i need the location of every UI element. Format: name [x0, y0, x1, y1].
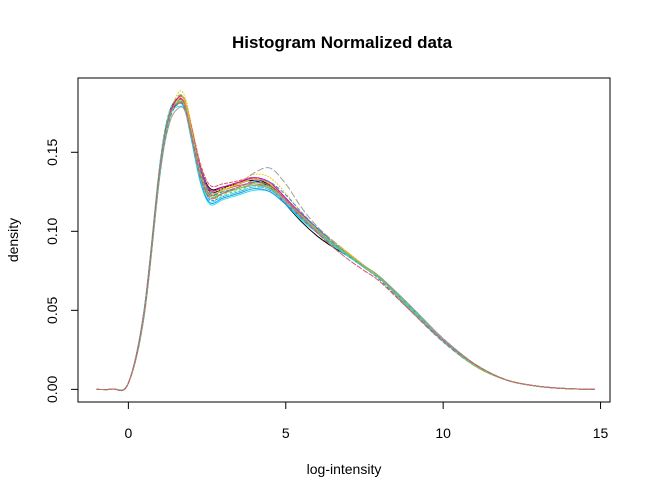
density-curves	[96, 90, 595, 392]
density-curve-15	[96, 96, 595, 391]
x-tick-label: 15	[593, 425, 609, 441]
density-curve-17	[96, 101, 595, 391]
y-tick-label: 0.15	[44, 138, 60, 165]
density-curve-14	[96, 95, 595, 391]
x-tick-label: 5	[282, 425, 290, 441]
chart-title: Histogram Normalized data	[232, 33, 453, 52]
y-tick-label: 0.05	[44, 296, 60, 323]
density-curve-4	[96, 94, 595, 391]
density-curve-3	[96, 98, 595, 391]
y-axis-label: density	[5, 218, 21, 262]
density-curve-18	[96, 100, 595, 391]
y-tick-label: 0.00	[44, 376, 60, 403]
x-tick-label: 0	[124, 425, 132, 441]
density-curve-12	[96, 102, 595, 391]
density-curve-5	[96, 100, 595, 391]
x-axis: 0 5 10 15	[124, 401, 609, 441]
density-curve-2	[96, 97, 595, 392]
density-curve-9	[96, 94, 595, 391]
density-curve-16	[96, 106, 595, 391]
y-tick-label: 0.10	[44, 217, 60, 244]
density-curve-6	[96, 105, 595, 392]
y-axis: 0.00 0.05 0.10 0.15	[44, 138, 79, 403]
density-curve-8	[96, 90, 595, 391]
plot-area-border	[77, 77, 611, 403]
density-curve-7	[96, 97, 595, 391]
x-tick-label: 10	[435, 425, 451, 441]
density-curve-13	[96, 101, 595, 392]
x-axis-label: log-intensity	[307, 461, 382, 477]
density-curve-11	[96, 101, 595, 392]
density-curve-10	[96, 98, 595, 391]
density-curve-19	[96, 102, 595, 391]
density-curve-1	[96, 102, 595, 391]
